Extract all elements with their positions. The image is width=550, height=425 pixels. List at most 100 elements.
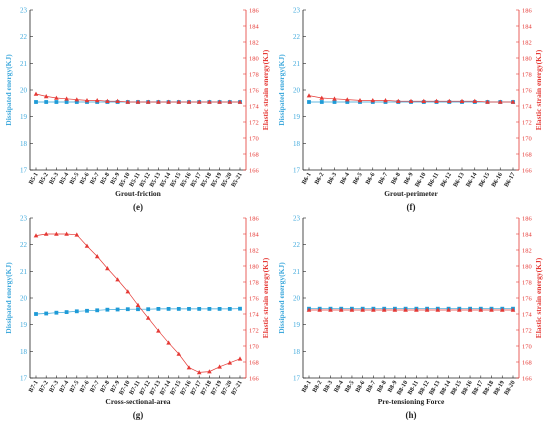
dissipated-energy-point [176, 307, 181, 311]
elastic-energy-point [156, 328, 161, 333]
right-tick-label: 170 [522, 135, 532, 142]
x-tick-label: B7-2 [38, 380, 50, 394]
dissipated-energy-point [44, 100, 49, 104]
left-tick-label: 19 [293, 113, 301, 121]
x-tick-label: B5-21 [230, 172, 244, 189]
elastic-energy-point [125, 289, 131, 294]
x-tick-label: B5-1 [27, 172, 39, 186]
chart-panel-3: 17 18 19 20 21 22 23 166 168 170 172 174 176 178 180 18… [4, 215, 270, 421]
right-tick-label: 174 [249, 311, 260, 318]
elastic-energy-point [349, 307, 355, 312]
left-y-axis-title: Dissipated energy(KJ) [277, 54, 286, 126]
elastic-energy-point [332, 96, 337, 101]
x-tick-label: B5-8 [99, 172, 111, 186]
elastic-energy-point [344, 97, 350, 102]
dissipated-energy-point [332, 100, 337, 104]
elastic-energy-point [446, 307, 451, 312]
x-tick-label: B6-10 [414, 172, 428, 189]
left-tick-label: 18 [20, 140, 28, 148]
x-tick-label: B6-4 [339, 172, 351, 186]
left-tick-label: 23 [293, 7, 301, 15]
dissipated-energy-point [146, 307, 151, 312]
right-tick-label: 184 [249, 23, 260, 30]
right-tick-label: 182 [249, 39, 259, 46]
x-tick-label: B8-20 [503, 380, 517, 397]
right-tick-label: 176 [249, 87, 260, 94]
elastic-energy-point [196, 99, 202, 104]
elastic-energy-point [414, 307, 419, 312]
dissipated-energy-point [217, 307, 222, 311]
elastic-energy-point [383, 98, 388, 103]
elastic-energy-point [43, 231, 49, 236]
elastic-energy-point [64, 96, 69, 101]
right-tick-label: 182 [522, 247, 532, 254]
elastic-energy-point [237, 356, 243, 361]
elastic-energy-point [497, 99, 503, 104]
right-y-axis-title: Elastic strain energy(KJ) [261, 257, 270, 338]
elastic-energy-point [217, 99, 222, 104]
dissipated-energy-point [227, 307, 232, 311]
left-tick-label: 17 [20, 167, 28, 175]
x-tick-label: B6-6 [364, 172, 376, 186]
elastic-energy-point [115, 277, 120, 282]
x-axis-title: Cross-sectional-area [105, 397, 170, 406]
right-y-axis-title: Elastic strain energy(KJ) [534, 257, 543, 338]
elastic-energy-point [478, 307, 484, 312]
dissipated-energy-point [54, 100, 59, 104]
x-tick-label: B6-1 [300, 172, 312, 186]
left-tick-label: 18 [20, 348, 28, 356]
panel-label: (g) [133, 410, 144, 420]
elastic-energy-point [54, 231, 59, 236]
left-tick-label: 19 [293, 321, 301, 329]
right-tick-label: 174 [249, 103, 260, 110]
elastic-energy-point [319, 95, 325, 100]
elastic-energy-point [186, 365, 192, 370]
x-tick-label: B5-7 [89, 172, 101, 186]
x-axis-title: Pre-tensioning Force [378, 397, 445, 406]
left-tick-label: 21 [293, 268, 301, 276]
dissipated-energy-point [34, 100, 38, 104]
elastic-energy-point [166, 99, 171, 104]
dissipated-energy-point [125, 307, 130, 312]
right-tick-label: 186 [249, 7, 260, 14]
x-tick-label: B5-3 [48, 172, 60, 186]
dissipated-energy-point [64, 100, 69, 104]
right-tick-label: 186 [249, 215, 260, 222]
right-tick-label: 178 [249, 71, 259, 78]
chart-panel-2: 17 18 19 20 21 22 23 166 168 170 172 174 176 178 180 18… [277, 7, 543, 213]
left-tick-label: 19 [20, 321, 28, 329]
right-y-axis-title: Elastic strain energy(KJ) [534, 49, 543, 130]
right-tick-label: 166 [249, 375, 260, 382]
right-tick-label: 186 [522, 7, 533, 14]
left-tick-label: 21 [20, 60, 28, 68]
right-tick-label: 182 [522, 39, 532, 46]
elastic-energy-point [328, 307, 333, 312]
dissipated-energy-point [64, 310, 69, 314]
x-tick-label: B6-14 [465, 172, 479, 189]
elastic-energy-point [489, 307, 494, 312]
x-tick-label: B6-5 [351, 172, 363, 186]
left-tick-label: 23 [20, 7, 28, 15]
left-tick-label: 17 [20, 375, 28, 383]
elastic-energy-point [459, 98, 465, 103]
right-tick-label: 180 [522, 55, 532, 62]
elastic-energy-point [472, 98, 478, 103]
elastic-energy-point [371, 307, 376, 312]
dissipated-energy-point [44, 311, 49, 316]
x-tick-label: B7-3 [48, 380, 60, 394]
elastic-energy-point [135, 302, 141, 307]
x-tick-label: B7-8 [99, 380, 111, 394]
panel-label: (h) [406, 410, 417, 420]
x-tick-label: B6-12 [439, 172, 453, 189]
x-tick-label: B7-5 [68, 380, 80, 394]
elastic-energy-point [207, 99, 212, 104]
left-tick-label: 21 [20, 268, 28, 276]
right-tick-label: 178 [522, 71, 532, 78]
elastic-energy-point [403, 307, 408, 312]
elastic-energy-point [207, 369, 212, 374]
x-tick-label: B6-16 [490, 172, 504, 189]
elastic-energy-point [338, 307, 344, 312]
x-tick-label: B8-7 [365, 380, 377, 394]
x-tick-label: B6-17 [503, 172, 517, 189]
